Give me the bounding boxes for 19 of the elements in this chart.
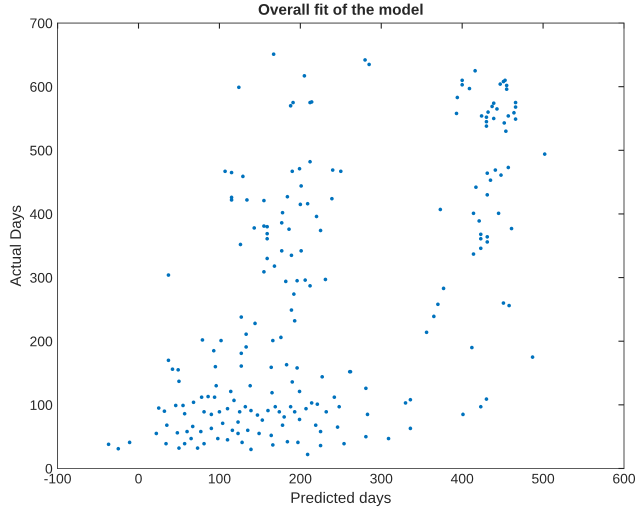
x-tick-label: 100 <box>208 474 230 484</box>
x-tick-label: 300 <box>370 474 392 484</box>
x-tick-label: -100 <box>44 474 71 484</box>
y-tick-label: 500 <box>30 146 52 156</box>
y-axis-title: Actual Days <box>10 206 24 286</box>
y-tick-label: 300 <box>30 272 52 283</box>
y-tick-label: 0 <box>46 464 52 474</box>
y-tick-label: 400 <box>30 209 52 220</box>
x-axis-title: Predicted days <box>292 492 391 506</box>
x-tick-label: 600 <box>613 474 636 484</box>
y-tick-label: 600 <box>30 82 52 92</box>
x-tick-label: 200 <box>289 474 312 484</box>
x-tick-label: 400 <box>450 474 474 484</box>
y-tick-label: 200 <box>30 336 52 346</box>
x-tick-label: 0 <box>135 474 142 484</box>
chart-title: Overall fit of the model <box>258 4 422 15</box>
x-tick-label: 500 <box>532 474 554 484</box>
y-tick-label: 700 <box>30 18 52 28</box>
y-tick-label: 100 <box>30 400 52 410</box>
